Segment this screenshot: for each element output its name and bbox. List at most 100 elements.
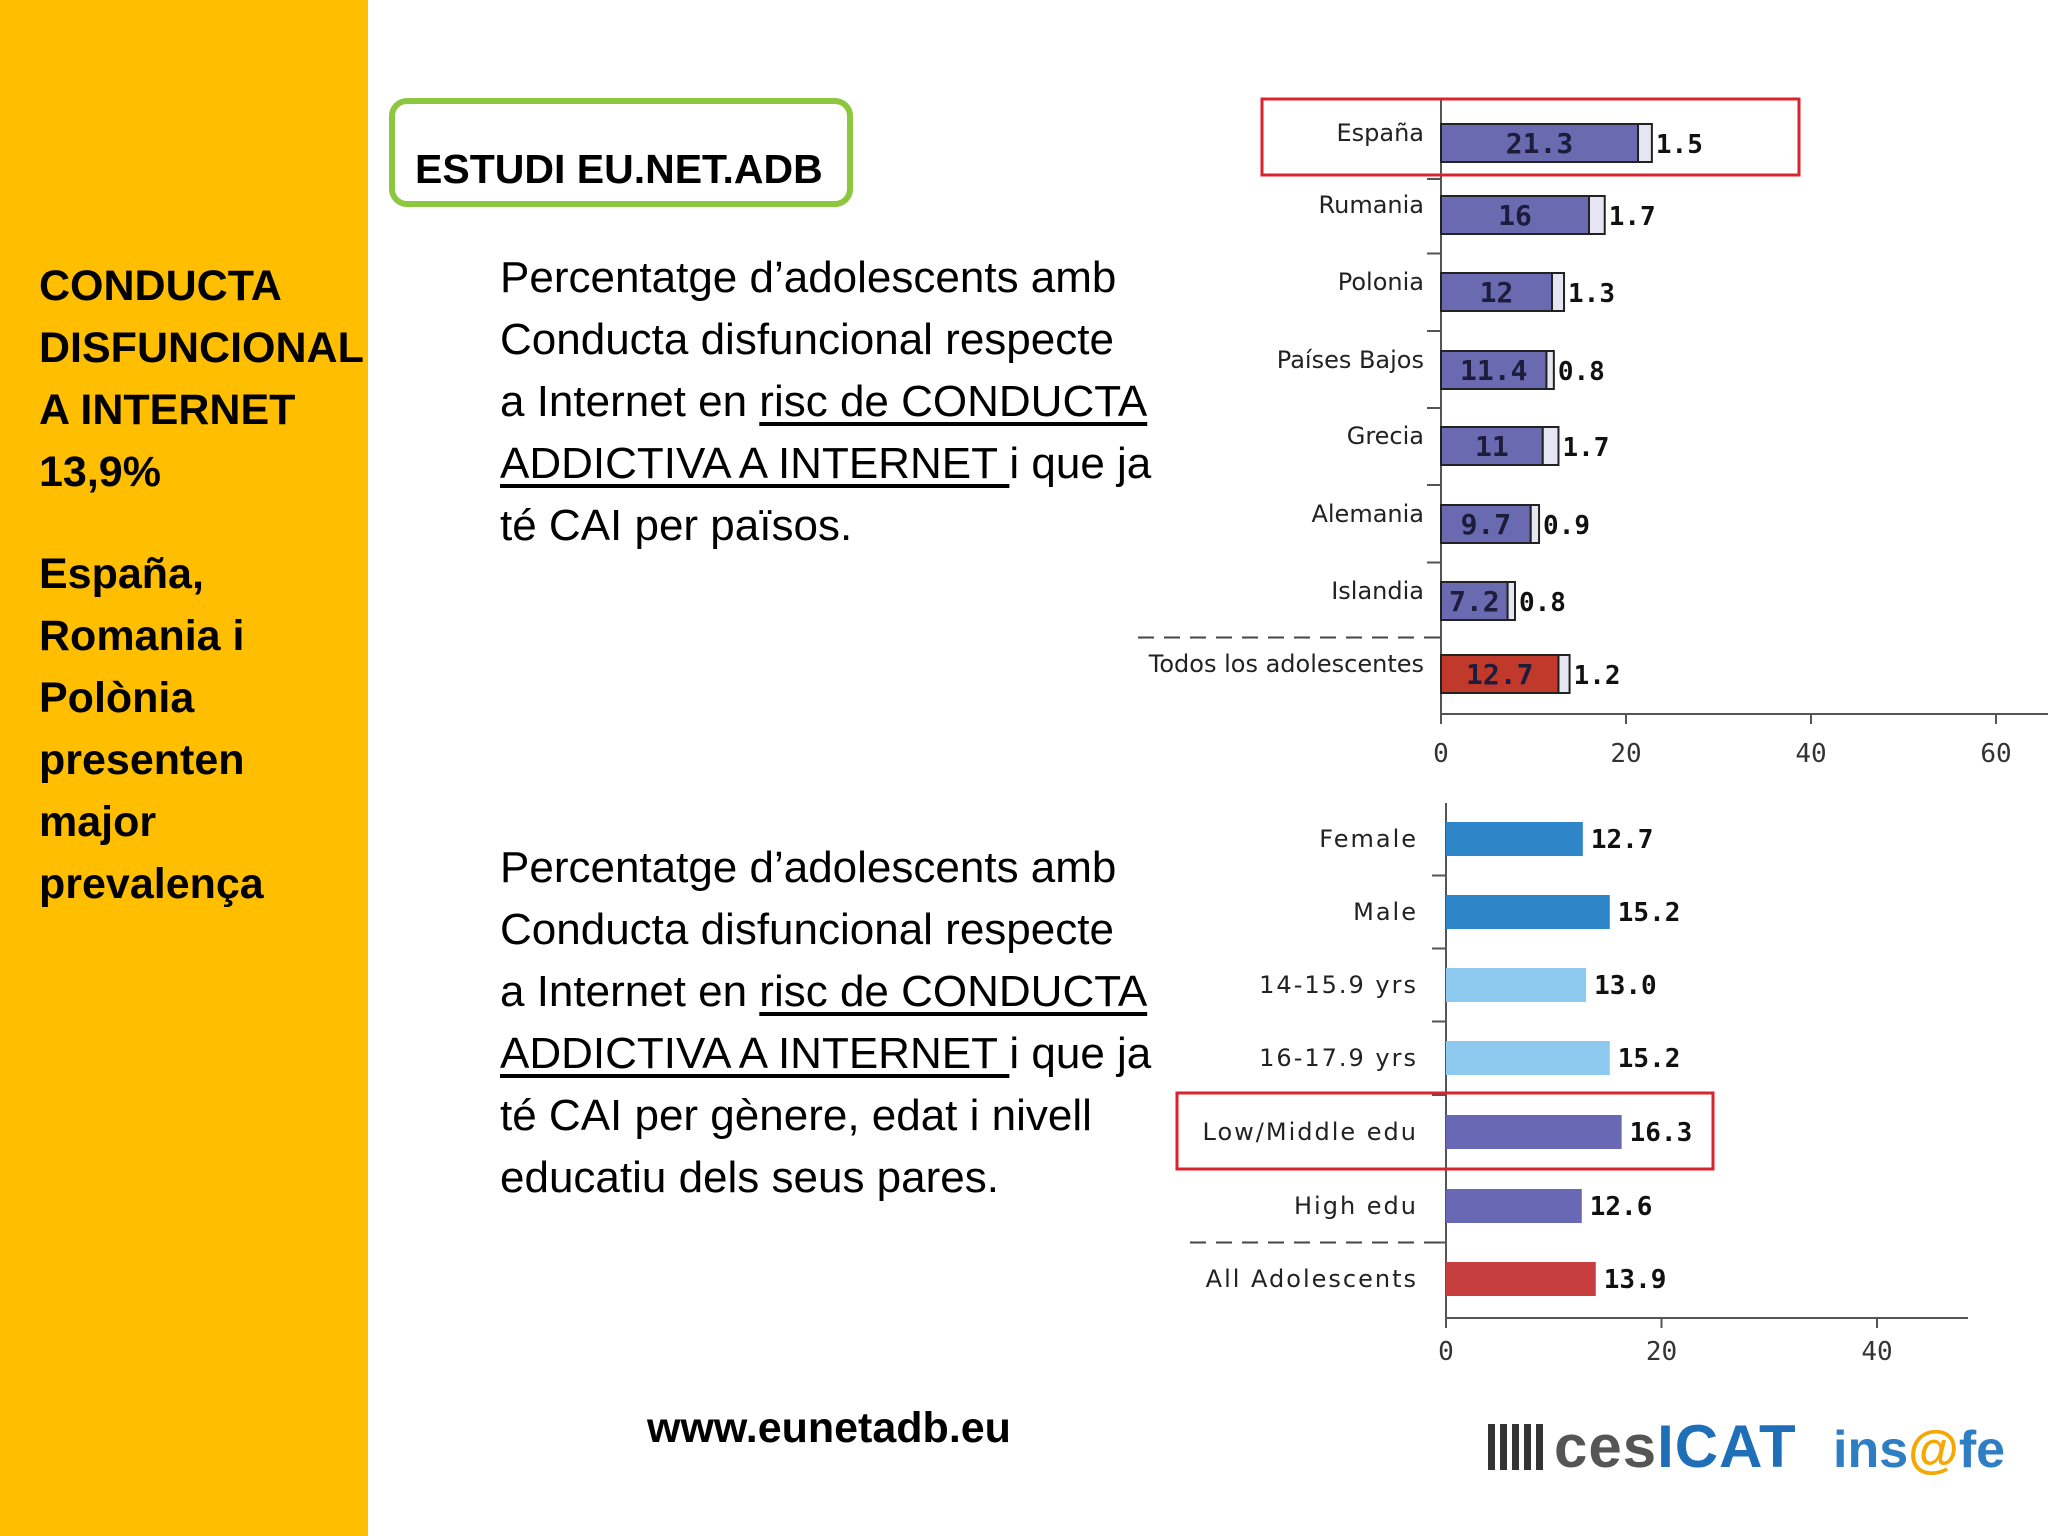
bar-value-label: 12 bbox=[1480, 276, 1514, 309]
bar-extra bbox=[1557, 654, 1571, 694]
x-tick-label: 60 bbox=[1980, 739, 2011, 769]
bar-main bbox=[1440, 123, 1640, 163]
bar-main bbox=[1440, 272, 1553, 312]
x-tick-label: 0 bbox=[1438, 1337, 1454, 1367]
sidebar-line: A INTERNET bbox=[39, 386, 296, 434]
bar bbox=[1446, 1262, 1596, 1296]
sidebar-line: 13,9% bbox=[39, 448, 161, 496]
category-label: Alemania bbox=[1311, 500, 1424, 528]
category-label: Todos los adolescentes bbox=[1148, 650, 1424, 678]
sidebar-text: CONDUCTA DISFUNCIONAL A INTERNET 13,9% E… bbox=[39, 255, 369, 915]
category-label: 16-17.9 yrs bbox=[1259, 1044, 1418, 1072]
sidebar-panel: CONDUCTA DISFUNCIONAL A INTERNET 13,9% E… bbox=[0, 0, 368, 1536]
bar-value-label: 12.7 bbox=[1466, 658, 1533, 691]
bar-extra-label: 0.8 bbox=[1519, 588, 1566, 618]
bar-value-label: 7.2 bbox=[1449, 585, 1500, 618]
cesicat-grid-icon bbox=[1488, 1424, 1544, 1470]
bar bbox=[1446, 968, 1587, 1002]
category-label: Low/Middle edu bbox=[1203, 1118, 1418, 1146]
bar bbox=[1446, 1189, 1582, 1223]
category-label: High edu bbox=[1294, 1192, 1418, 1220]
bar-extra bbox=[1637, 123, 1653, 163]
bar-extra bbox=[1588, 195, 1606, 235]
sidebar-line: Polònia bbox=[39, 674, 195, 722]
cesicat-logo: cesICAT bbox=[1488, 1413, 1808, 1480]
sidebar-line: España, bbox=[39, 550, 204, 598]
bar-value-label: 12.7 bbox=[1591, 825, 1654, 855]
sidebar-line: major bbox=[39, 798, 157, 846]
sidebar-line: CONDUCTA bbox=[39, 262, 282, 310]
desc-line: ADDICTIVA A INTERNET i que ja bbox=[500, 439, 1152, 488]
sidebar-line: presenten bbox=[39, 736, 245, 784]
highlight-box bbox=[1175, 1091, 1715, 1171]
bar-value-label: 11.4 bbox=[1460, 354, 1527, 387]
website-url[interactable]: www.eunetadb.eu bbox=[647, 1404, 1011, 1452]
bar-extra bbox=[1541, 426, 1560, 466]
bar-main bbox=[1440, 581, 1509, 621]
description-countries: Percentatge d’adolescents amb Conducta d… bbox=[500, 247, 1200, 557]
x-tick-label: 0 bbox=[1433, 739, 1449, 769]
bar-extra-label: 1.7 bbox=[1609, 202, 1656, 232]
desc-line: té CAI per països. bbox=[500, 501, 853, 550]
insafe-logo: ins@fe bbox=[1833, 1421, 2006, 1479]
bar-extra bbox=[1551, 272, 1566, 312]
bar-value-label: 9.7 bbox=[1461, 508, 1512, 541]
bar-value-label: 15.2 bbox=[1618, 1044, 1681, 1074]
category-label: All Adolescents bbox=[1206, 1265, 1418, 1293]
category-label: 14-15.9 yrs bbox=[1259, 971, 1418, 999]
category-label: España bbox=[1336, 119, 1424, 147]
description-demographics: Percentatge d’adolescents amb Conducta d… bbox=[500, 837, 1200, 1209]
desc-line: Percentatge d’adolescents amb bbox=[500, 843, 1117, 892]
bar-extra bbox=[1506, 581, 1516, 621]
category-label: Rumania bbox=[1319, 191, 1424, 219]
bar-extra bbox=[1545, 350, 1555, 390]
bar-value-label: 13.9 bbox=[1604, 1265, 1667, 1295]
x-tick-label: 40 bbox=[1795, 739, 1826, 769]
category-label: Female bbox=[1319, 825, 1418, 853]
bar-extra bbox=[1529, 504, 1541, 544]
x-tick-label: 20 bbox=[1646, 1337, 1677, 1367]
desc-line: Percentatge d’adolescents amb bbox=[500, 253, 1117, 302]
bar-extra-label: 1.5 bbox=[1656, 130, 1703, 160]
sidebar-line: Romania i bbox=[39, 612, 245, 660]
desc-line: educatiu dels seus pares. bbox=[500, 1153, 999, 1202]
bar-extra-label: 1.2 bbox=[1574, 661, 1621, 691]
bar-main bbox=[1440, 654, 1560, 694]
bar bbox=[1446, 895, 1610, 929]
desc-line: té CAI per gènere, edat i nivell bbox=[500, 1091, 1092, 1140]
desc-line: a Internet en risc de CONDUCTA bbox=[500, 377, 1148, 426]
category-label: Países Bajos bbox=[1277, 346, 1424, 374]
category-label: Male bbox=[1353, 898, 1418, 926]
bar-extra-label: 0.8 bbox=[1558, 357, 1605, 387]
desc-line: Conducta disfuncional respecte bbox=[500, 315, 1114, 364]
x-tick-label: 40 bbox=[1861, 1337, 1892, 1367]
study-title-box: ESTUDI EU.NET.ADB bbox=[389, 98, 853, 207]
category-label: Islandia bbox=[1331, 577, 1424, 605]
bar-extra-label: 0.9 bbox=[1543, 511, 1590, 541]
bar bbox=[1446, 822, 1583, 856]
desc-line: a Internet en risc de CONDUCTA bbox=[500, 967, 1148, 1016]
category-label: Grecia bbox=[1347, 422, 1424, 450]
bar-value-label: 15.2 bbox=[1618, 898, 1681, 928]
bar-value-label: 16 bbox=[1498, 199, 1532, 232]
bar bbox=[1446, 1115, 1622, 1149]
bar-extra-label: 1.7 bbox=[1562, 433, 1609, 463]
category-label: Polonia bbox=[1338, 268, 1424, 296]
bar bbox=[1446, 1041, 1610, 1075]
highlight-box bbox=[1260, 97, 1801, 177]
sidebar-line: DISFUNCIONAL bbox=[39, 324, 364, 372]
bar-value-label: 21.3 bbox=[1506, 127, 1573, 160]
x-tick-label: 20 bbox=[1610, 739, 1641, 769]
bar-value-label: 11 bbox=[1475, 430, 1509, 463]
bar-value-label: 12.6 bbox=[1590, 1192, 1653, 1222]
sidebar-line: prevalença bbox=[39, 860, 264, 908]
bar-value-label: 16.3 bbox=[1630, 1118, 1693, 1148]
bar-extra-label: 1.3 bbox=[1568, 279, 1615, 309]
bar-main bbox=[1440, 350, 1548, 390]
bar-main bbox=[1440, 195, 1590, 235]
bar-value-label: 13.0 bbox=[1594, 971, 1657, 1001]
desc-line: ADDICTIVA A INTERNET i que ja bbox=[500, 1029, 1152, 1078]
study-title: ESTUDI EU.NET.ADB bbox=[415, 146, 823, 192]
desc-line: Conducta disfuncional respecte bbox=[500, 905, 1114, 954]
